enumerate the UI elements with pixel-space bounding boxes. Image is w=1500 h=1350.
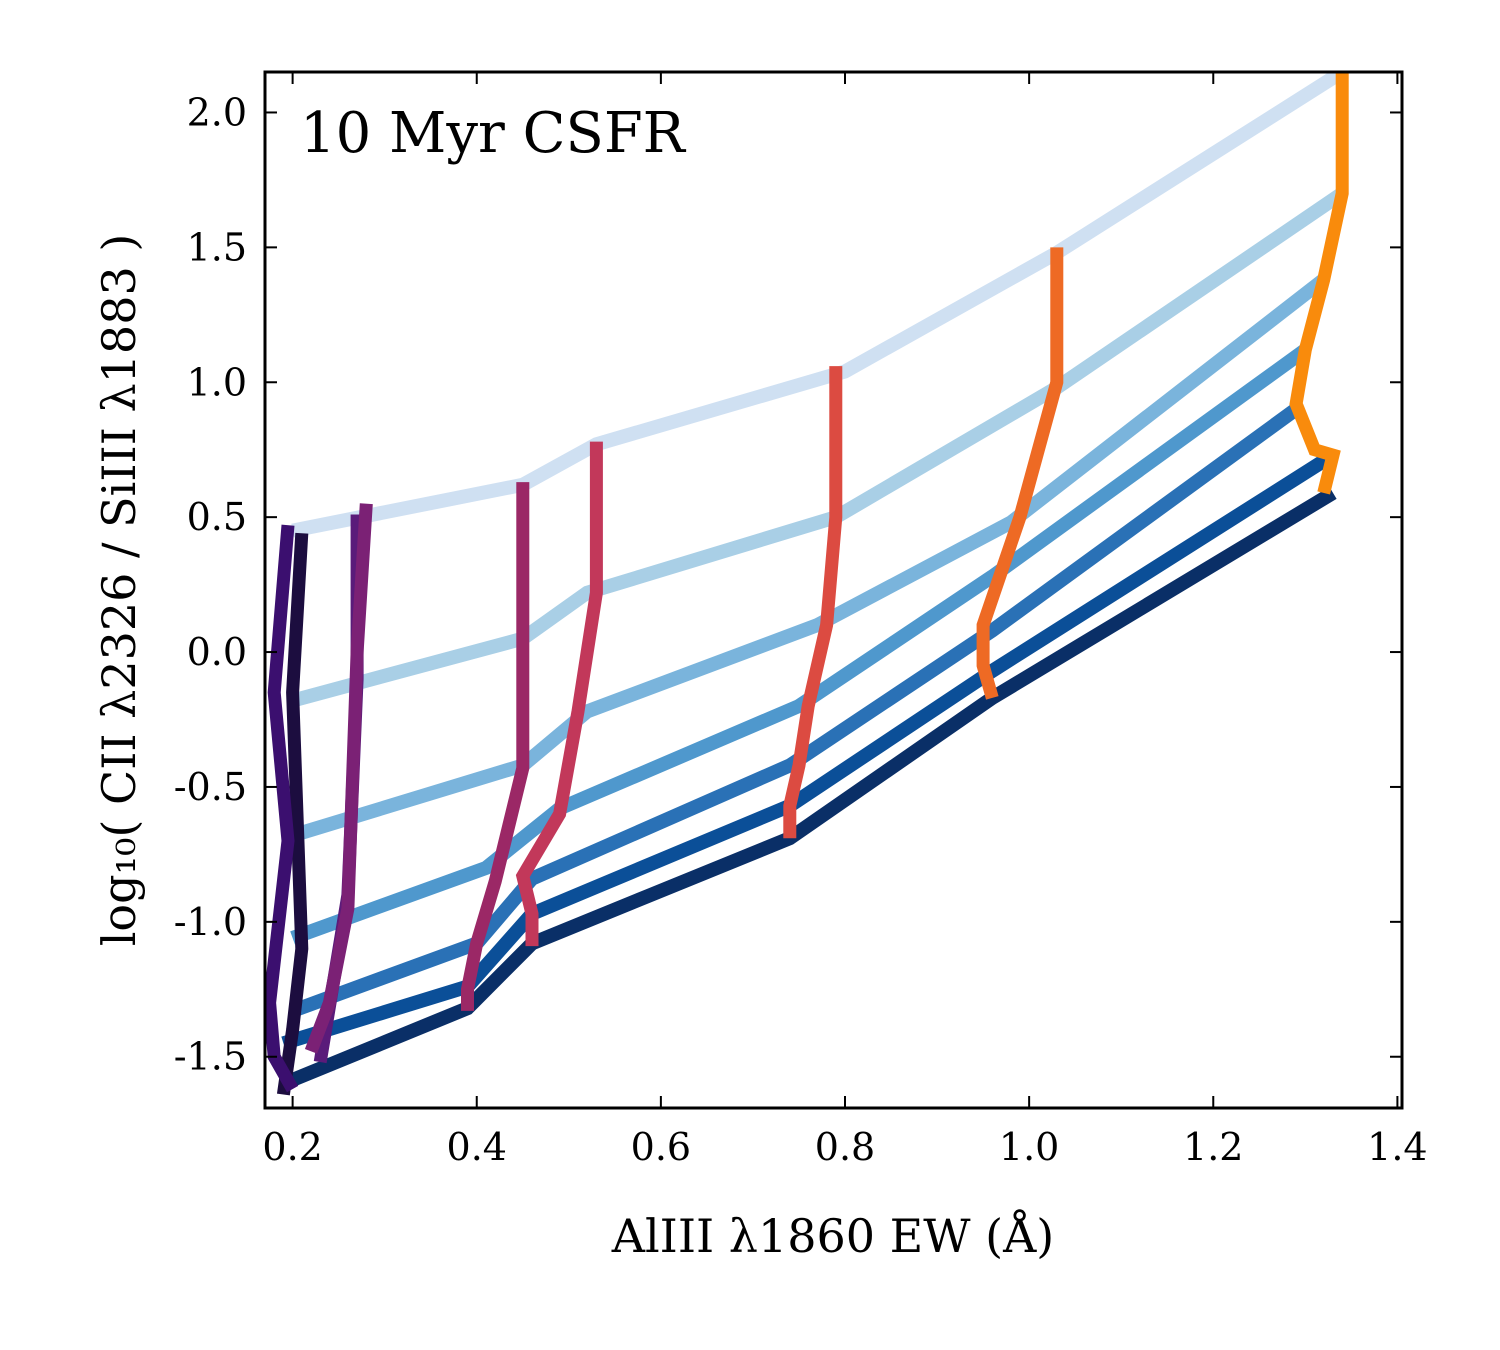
x-tick-label: 1.4 <box>1367 1125 1427 1169</box>
series-line-dark-1 <box>276 532 309 1096</box>
y-tick-label: 0.5 <box>187 495 247 539</box>
series-line-blue-4 <box>290 344 1310 945</box>
y-axis-label: log₁₀( CII λ2326 / SiIII λ1883 ) <box>92 234 146 947</box>
x-tick-label: 0.6 <box>631 1125 691 1169</box>
series-line-blue-7 <box>280 486 1337 1091</box>
y-tick-label: -0.5 <box>174 765 247 809</box>
y-tick-label: 0.0 <box>187 630 247 674</box>
series-line-blue-5 <box>290 403 1301 1018</box>
x-tick-label: 0.8 <box>815 1125 875 1169</box>
series-line-purple-2 <box>304 503 373 1054</box>
x-tick-label: 0.4 <box>447 1125 507 1169</box>
plot-frame <box>263 70 1404 1110</box>
y-tick-label: -1.5 <box>174 1035 247 1079</box>
series-layer <box>265 72 1349 1096</box>
y-tick-label: 1.0 <box>187 360 247 404</box>
series-line-blue-3 <box>290 274 1328 843</box>
chart-annotation: 10 Myr CSFR <box>300 101 687 166</box>
y-tick-label: -1.0 <box>174 900 247 944</box>
series-line-crimson <box>515 441 603 947</box>
y-tick-label: 2.0 <box>187 90 247 134</box>
x-tick-label: 0.2 <box>262 1125 322 1169</box>
y-tick-label: 1.5 <box>187 225 247 269</box>
series-line-magenta <box>461 482 530 1011</box>
series-line-blue-2 <box>290 187 1347 708</box>
x-tick-label: 1.0 <box>999 1125 1059 1169</box>
series-line-amber <box>1289 72 1349 495</box>
series-line-blue-1 <box>291 72 1346 538</box>
series-line-orange <box>976 247 1064 700</box>
series-line-red-orange <box>783 366 843 839</box>
tick-layer: 0.2 0.4 0.6 0.8 1.0 1.2 1.4 2.0 1.5 1.0 0.5 0.0 -0.5… <box>174 72 1428 1169</box>
x-tick-label: 1.2 <box>1183 1125 1243 1169</box>
x-axis-label: AlIII λ1860 EW (Å) <box>611 1208 1055 1263</box>
series-line-blue-6 <box>281 449 1337 1050</box>
series-line-dark-2 <box>265 524 299 1093</box>
